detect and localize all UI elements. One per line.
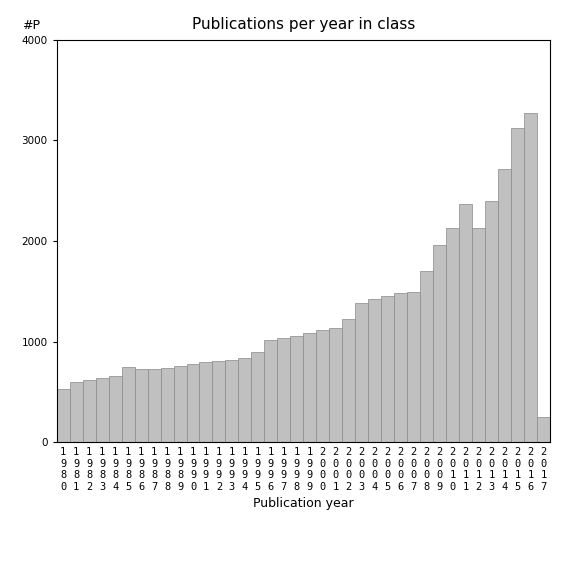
Bar [277, 337, 290, 442]
Bar [472, 228, 485, 442]
Bar [200, 362, 213, 442]
Bar [264, 340, 277, 442]
X-axis label: Publication year: Publication year [253, 497, 354, 510]
Bar [394, 293, 407, 442]
Bar [329, 328, 342, 442]
Bar [485, 201, 498, 442]
Bar [147, 369, 160, 442]
Bar [239, 358, 251, 442]
Bar [537, 417, 550, 442]
Bar [160, 369, 174, 442]
Bar [187, 364, 200, 442]
Bar [356, 303, 368, 442]
Bar [433, 245, 446, 442]
Bar [342, 319, 356, 442]
Bar [109, 376, 121, 442]
Bar [57, 389, 70, 442]
Bar [407, 293, 420, 442]
Bar [290, 336, 303, 442]
Bar [134, 369, 147, 442]
Bar [511, 128, 524, 442]
Bar [83, 380, 96, 442]
Bar [368, 299, 381, 442]
Bar [459, 204, 472, 442]
Bar [226, 359, 239, 442]
Text: #P: #P [22, 19, 40, 32]
Bar [524, 113, 537, 442]
Bar [420, 271, 433, 442]
Bar [498, 168, 511, 442]
Bar [303, 333, 316, 442]
Bar [70, 382, 83, 442]
Bar [381, 297, 394, 442]
Bar [213, 361, 226, 442]
Bar [96, 378, 109, 442]
Bar [251, 352, 264, 442]
Bar [174, 366, 187, 442]
Bar [121, 367, 134, 442]
Bar [316, 330, 329, 442]
Bar [446, 228, 459, 442]
Title: Publications per year in class: Publications per year in class [192, 16, 415, 32]
